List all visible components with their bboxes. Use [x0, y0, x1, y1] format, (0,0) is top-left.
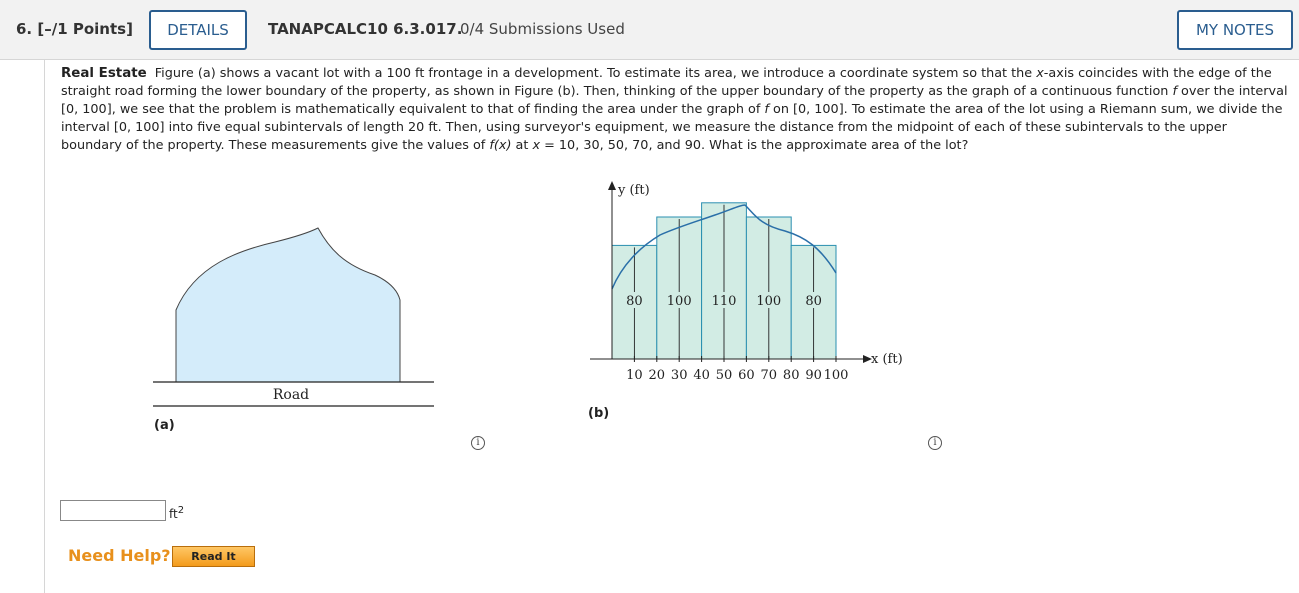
unit-exponent: 2 — [177, 505, 185, 516]
y-axis-arrow — [608, 181, 616, 190]
bar-label-background — [666, 292, 693, 308]
answer-unit: ft2 — [169, 505, 184, 521]
bar-value-label: 100 — [756, 294, 781, 309]
question-number: 6. [–/1 Points] — [16, 20, 133, 38]
variable-f: f — [1172, 84, 1177, 99]
x-tick-label: 90 — [805, 368, 822, 383]
x-tick-label: 80 — [783, 368, 800, 383]
variable-f: f — [764, 102, 769, 117]
need-help-label: Need Help? — [68, 546, 171, 565]
bar-value-label: 80 — [805, 294, 822, 309]
figure-a-caption: (a) — [154, 418, 175, 433]
problem-text-part: -axis coincides with the edge of the str… — [61, 66, 1272, 99]
problem-text-part: at — [511, 138, 533, 153]
problem-lead: Real Estate — [61, 66, 147, 81]
x-axis-arrow — [863, 355, 872, 363]
unit-base: ft — [169, 507, 178, 521]
question-header: 6. [–/1 Points] DETAILS TANAPCALC10 6.3.… — [0, 0, 1299, 60]
vacant-lot-shape — [175, 227, 401, 383]
details-button[interactable]: DETAILS — [149, 10, 247, 50]
bar-value-label: 100 — [667, 294, 692, 309]
problem-code: TANAPCALC10 6.3.017. — [268, 20, 463, 38]
read-it-button[interactable]: Read It — [172, 546, 255, 567]
variable-fx: f(x) — [489, 138, 512, 153]
bar-value-label: 80 — [626, 294, 643, 309]
problem-text-part: over the interval [0, 100], we see that … — [61, 84, 1288, 117]
problem-text-part: Figure (a) shows a vacant lot with a 100… — [154, 66, 1037, 81]
my-notes-button[interactable]: MY NOTES — [1177, 10, 1293, 50]
info-icon[interactable]: i — [928, 436, 942, 450]
x-tick-label: 20 — [649, 368, 666, 383]
submissions-used: 0/4 Submissions Used — [460, 20, 625, 38]
figure-a-lot-diagram: Road — [153, 227, 434, 407]
x-tick-label: 50 — [716, 368, 733, 383]
bar-label-background — [800, 292, 827, 308]
bar-label-background — [755, 292, 782, 308]
answer-input[interactable] — [60, 500, 166, 521]
info-icon[interactable]: i — [471, 436, 485, 450]
y-axis-label: y (ft) — [617, 183, 650, 198]
bar-label-background — [711, 292, 737, 308]
figure-b-caption: (b) — [588, 406, 610, 421]
x-axis-label: x (ft) — [871, 352, 903, 367]
bar-label-background — [621, 292, 648, 308]
road-label: Road — [273, 387, 309, 403]
problem-text: Real Estate Figure (a) shows a vacant lot… — [61, 65, 1291, 155]
boundary-curve — [611, 204, 837, 290]
x-tick-label: 60 — [738, 368, 755, 383]
x-tick-label: 30 — [671, 368, 688, 383]
variable-x: x — [1036, 66, 1044, 81]
problem-text-part: = 10, 30, 50, 70, and 90. What is the ap… — [540, 138, 969, 153]
problem-text-part: on [0, 100]. To estimate the area of the… — [61, 102, 1283, 153]
figure-b-riemann-chart: 80 100 110 100 80 10 20 30 40 50 60 70 80 90 100 y (f… — [590, 181, 903, 383]
x-tick-label: 70 — [761, 368, 778, 383]
x-tick-label: 40 — [693, 368, 710, 383]
variable-x: x — [532, 138, 541, 153]
left-divider — [44, 60, 45, 593]
bar-value-label: 110 — [712, 294, 737, 309]
x-tick-label: 100 — [824, 368, 849, 383]
x-tick-label: 10 — [626, 368, 643, 383]
